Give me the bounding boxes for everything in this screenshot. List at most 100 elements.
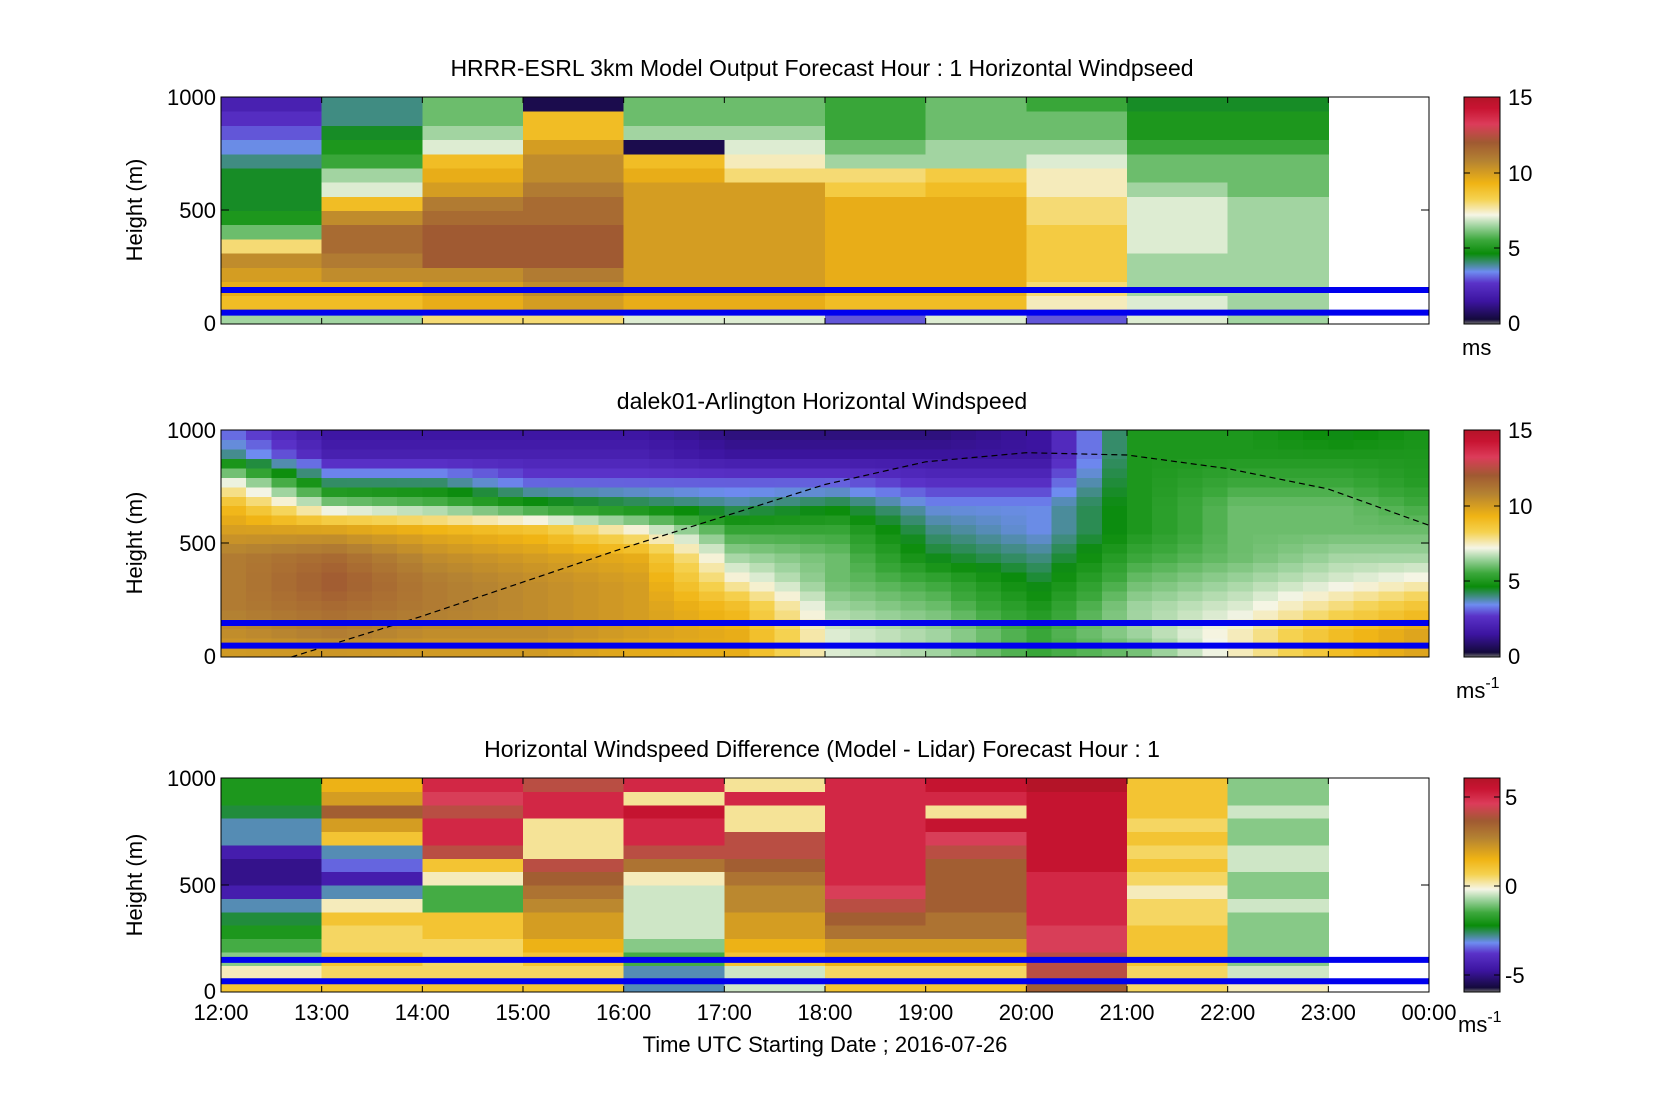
heatmap-cell [1202,505,1229,516]
heatmap-cell [976,609,1002,620]
heatmap-cell [850,477,876,488]
heatmap-cell [1152,467,1178,478]
heatmap-cell [1227,196,1329,211]
heatmap-cell [1202,553,1229,563]
heatmap-cell [573,647,599,658]
heatmap-cell [724,911,826,926]
heatmap-cell [925,524,952,535]
heatmap-cell [321,938,423,953]
heatmap-cell [1202,515,1229,526]
heatmap-cell [925,885,1027,899]
heatmap-cell [573,477,599,488]
heatmap-cell [321,182,423,197]
heatmap-cell [623,430,650,440]
heatmap-cell [422,97,524,112]
heatmap-cell [422,238,524,254]
heatmap-cell [372,439,398,450]
heatmap-cell [1403,534,1430,544]
heatmap-cell [271,486,297,497]
heatmap-cell [850,515,876,526]
heatmap-cell [825,267,927,282]
heatmap-cell [422,448,448,459]
heatmap-cell [623,167,725,183]
heatmap-cell [674,647,700,658]
heatmap-cell [447,524,474,535]
heatmap-cell [548,486,574,497]
heatmap-cell [648,600,675,611]
heatmap-cell [724,97,826,112]
heatmap-cell [548,448,574,459]
heatmap-cell [674,524,700,535]
heatmap-cell [1026,125,1128,141]
heatmap-cell [774,430,801,440]
heatmap-cell [1328,496,1354,507]
heatmap-cell [749,543,776,554]
heatmap-cell [724,238,826,254]
heatmap-cell [1127,97,1229,112]
colorbar-strip [1463,96,1501,325]
heatmap-cell [246,571,272,582]
heatmap-cell [1127,295,1229,311]
heatmap-cell [674,600,700,611]
heatmap-cell [1026,448,1052,459]
heatmap-cell [1227,562,1254,573]
heatmap-cell [950,505,977,516]
heatmap-cell [850,430,876,440]
heatmap-cell [825,167,927,183]
heatmap-cell [397,553,423,563]
heatmap-cell [422,496,448,507]
heatmap-cell [774,543,801,554]
heatmap-cell [1127,524,1153,535]
heatmap-cell [246,515,272,526]
heatmap-cell [724,167,826,183]
heatmap-cell [296,496,323,507]
heatmap-cell [1001,477,1027,488]
heatmap-cell [1001,628,1027,639]
heatmap-cell [825,965,927,980]
heatmap-cell [976,581,1002,592]
heatmap-cell [372,628,398,639]
heatmap-cell [825,295,927,311]
heatmap-cell [221,196,323,211]
heatmap-cell [674,496,700,507]
heatmap-cell [724,505,750,516]
heatmap-cell [1328,534,1354,544]
heatmap-cell [724,818,826,832]
heatmap-cell [1001,590,1027,601]
heatmap-cell [1076,553,1103,563]
heatmap-cell [925,562,952,573]
heatmap-cell [221,430,247,440]
heatmap-cell [1278,477,1304,488]
heatmap-cell [724,182,826,197]
heatmap-cell [900,590,927,601]
heatmap-cell [850,562,876,573]
heatmap-cell [1378,628,1405,639]
heatmap-cell [221,125,323,141]
heatmap-cell [598,467,625,478]
heatmap-cell [472,628,499,639]
heatmap-cell [246,534,272,544]
heatmap-cell [497,439,524,450]
heatmap-cell [321,210,423,226]
heatmap-cell [321,430,348,440]
heatmap-cell [1026,139,1128,155]
heatmap-cell [523,609,549,620]
heatmap-cell [825,524,851,535]
heatmap-cell [1127,844,1229,859]
heatmap-cell [1252,628,1279,639]
heatmap-cell [598,458,625,469]
heatmap-cell [1051,496,1078,507]
heatmap-cell [1127,515,1153,526]
heatmap-cell [925,477,952,488]
heatmap-cell [321,253,423,268]
heatmap-cell [648,571,675,582]
heatmap-cell [221,858,323,873]
heatmap-cell [623,153,725,169]
heatmap-cell [1076,477,1103,488]
heatmap-cell [221,448,247,459]
heatmap-cell [900,628,927,639]
heatmap-cell [1152,439,1178,450]
heatmap-cell [1378,553,1405,563]
heatmap-cell [1152,477,1178,488]
heatmap-cell [925,609,952,620]
